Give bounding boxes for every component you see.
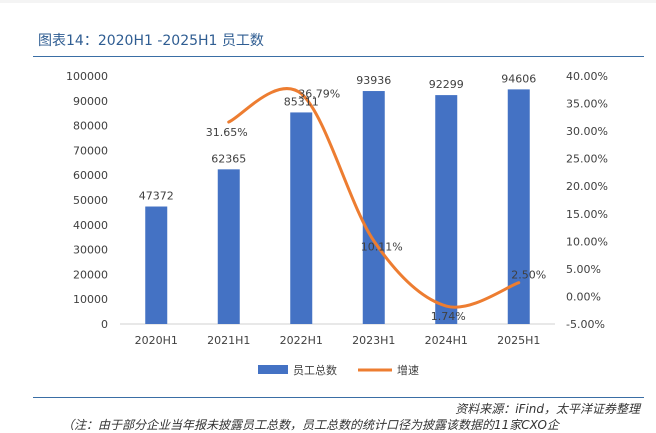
y-right-tick-label: 25.00% (566, 153, 608, 166)
bar-2021H1 (217, 169, 240, 324)
y-right-tick-label: 15.00% (566, 208, 608, 221)
x-tick-label: 2024H1 (425, 334, 468, 347)
top-strip (0, 0, 656, 3)
bar-value-label: 47372 (139, 190, 174, 203)
y-right-tick-label: 10.00% (566, 235, 608, 248)
x-tick-label: 2025H1 (497, 334, 540, 347)
title-divider (33, 56, 644, 57)
growth-line (227, 87, 521, 309)
y-left-tick-label: 10000 (73, 293, 108, 306)
y-right-tick-label: 35.00% (566, 98, 608, 111)
y-left-tick-label: 100000 (66, 70, 108, 83)
x-tick-label: 2022H1 (280, 334, 323, 347)
figure-title: 图表14：2020H1 -2025H1 员工数 (38, 33, 264, 49)
bar-2024H1 (435, 95, 458, 324)
footnote: （注：由于部分企业当年报未披露员工总数，员工总数的统计口径为披露该数据的11家C… (62, 418, 559, 432)
line-value-label: 36.79% (298, 88, 340, 101)
bar-value-label: 85311 (284, 95, 319, 108)
y-left-tick-label: 0 (101, 318, 108, 331)
bar-2023H1 (362, 91, 385, 324)
y-left-tick-label: 30000 (73, 244, 108, 257)
bar-value-label: 92299 (429, 78, 464, 91)
staff-chart: 0 10000 20000 30000 40000 50000 60000 70000 8000… (66, 70, 608, 377)
y-right-tick-label: 0.00% (566, 290, 601, 303)
bar-2022H1 (290, 112, 313, 325)
line-value-label: 1.74% (431, 310, 466, 323)
y-left-tick-label: 60000 (73, 169, 108, 182)
legend-label-bar: 员工总数 (293, 363, 337, 377)
y-right-tick-label: 20.00% (566, 180, 608, 193)
y-right-tick-label: 30.00% (566, 125, 608, 138)
line-value-label: 2.50% (511, 269, 546, 282)
source-note: 资料来源：iFind，太平洋证券整理 (455, 402, 640, 416)
x-tick-label: 2020H1 (135, 334, 178, 347)
legend-swatch-bar (258, 365, 288, 374)
bar-value-label: 93936 (356, 74, 391, 87)
legend-label-line: 增速 (397, 363, 419, 377)
y-right-tick-label: 40.00% (566, 70, 608, 83)
x-tick-label: 2023H1 (352, 334, 395, 347)
y-left-tick-label: 80000 (73, 120, 108, 133)
report-header: 图表14：2020H1 -2025H1 员工数 (0, 0, 656, 57)
y-left-tick-label: 70000 (73, 144, 108, 157)
y-left-tick-label: 50000 (73, 194, 108, 207)
y-left-tick-label: 40000 (73, 219, 108, 232)
bar-2020H1 (145, 206, 168, 324)
y-right-tick-label: 5.00% (566, 263, 601, 276)
bar-2025H1 (507, 89, 530, 324)
line-value-label: 31.65% (206, 126, 248, 139)
y-right-tick-label: -5.00% (566, 318, 605, 331)
y-left-tick-label: 20000 (73, 268, 108, 281)
line-value-label: 10.11% (361, 241, 403, 254)
footer-divider (33, 397, 644, 398)
bar-value-label: 62365 (211, 152, 246, 165)
x-tick-label: 2021H1 (207, 334, 250, 347)
y-left-tick-label: 90000 (73, 95, 108, 108)
bar-value-label: 94606 (501, 72, 536, 85)
